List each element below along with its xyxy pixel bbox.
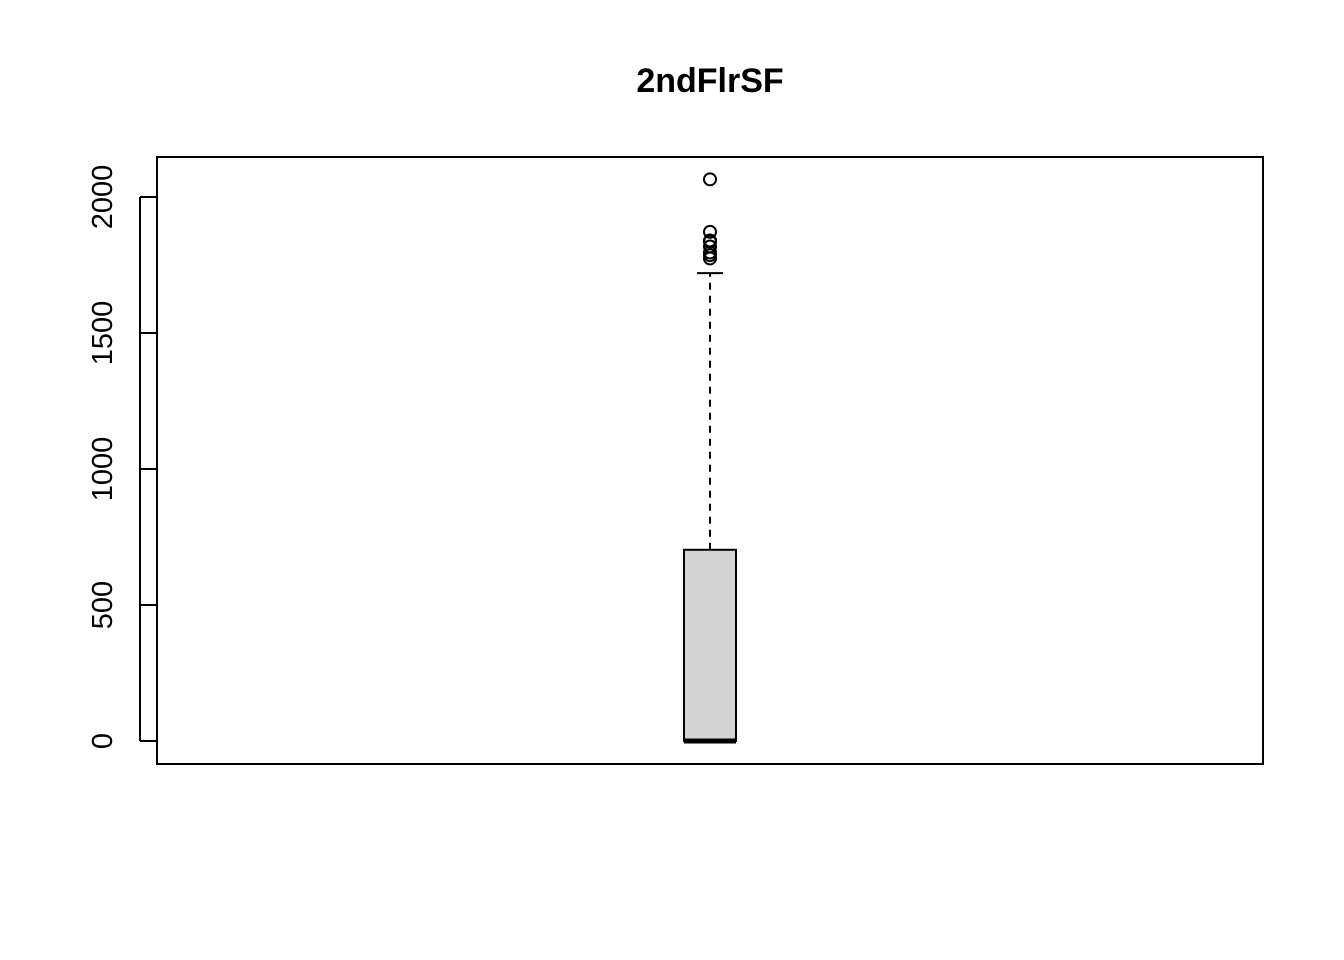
y-tick-label: 1000	[87, 437, 119, 502]
y-axis: 0 500 1000 1500 2000	[87, 165, 156, 749]
outlier-point	[703, 172, 717, 187]
y-tick-label: 2000	[87, 165, 119, 230]
y-tick-label: 500	[87, 581, 119, 629]
y-tick-label: 1500	[87, 301, 119, 366]
y-tick-label: 0	[87, 733, 119, 749]
outlier-point	[703, 239, 717, 254]
outlier-point	[703, 233, 717, 248]
chart-title: 2ndFlrSF	[636, 62, 783, 100]
outlier-group	[703, 172, 717, 266]
plot-frame	[156, 156, 1264, 765]
outlier-point	[703, 224, 717, 239]
iqr-box	[683, 548, 737, 742]
box-group	[683, 272, 737, 744]
